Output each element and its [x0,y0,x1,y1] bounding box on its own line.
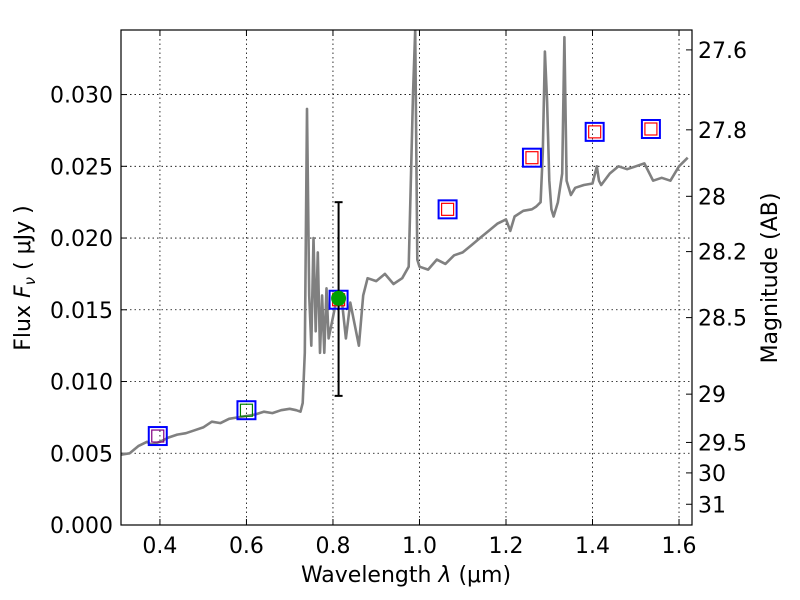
photometry-square-inner [151,429,165,443]
photometry-square [584,121,605,142]
y2-tick-label: 29 [698,383,726,408]
y2-tick-label: 28 [698,185,726,210]
y-tick-label: 0.015 [50,299,113,324]
grid-lines [121,30,692,526]
y-tick-label: 0.030 [50,84,113,109]
photometry-square-inner [440,202,455,216]
photometry-square-inner [525,151,539,165]
x-tick-label: 1.0 [402,534,437,559]
y2-tick-label: 27.6 [698,39,747,64]
photometry-square [147,426,168,447]
y-tick-label: 0.025 [50,155,113,180]
plot-frame [120,29,693,526]
y-axis-label: Flux Fν ( μJy ) [11,205,39,350]
y-tick-label: 0.010 [50,371,113,396]
photometry-square-inner [644,122,658,136]
x-tick-label: 1.6 [662,534,697,559]
photometry-square [640,119,661,139]
y2-tick-label: 31 [698,493,726,518]
x-tick-label: 1.2 [488,534,523,559]
x-axis-label: Wavelength λ (μm) [301,563,511,588]
y-axis-ticks: 0.000 0.005 0.010 0.015 0.020 0.025 0.030 [50,84,127,539]
photometry-square [437,199,458,220]
photometry-square-inner [239,403,254,417]
y2-tick-label: 29.5 [698,431,747,456]
x-tick-label: 0.6 [229,534,264,559]
y2-axis-label: Magnitude (AB) [758,193,783,364]
y2-axis-ticks: 27.6 27.8 28 28.2 28.5 29 29.5 30 31 [686,39,747,518]
y-tick-label: 0.020 [50,227,113,252]
x-tick-label: 0.4 [142,534,177,559]
x-tick-label: 1.4 [575,534,610,559]
y2-tick-label: 28.5 [698,307,747,332]
y2-tick-label: 27.8 [698,119,747,144]
x-axis-ticks: 0.4 0.6 0.8 1.0 1.2 1.4 1.6 [142,30,697,559]
photometry-square-inner [588,125,602,139]
plot-area [121,30,689,456]
measurement-point [331,290,347,306]
y-tick-label: 0.005 [50,442,113,467]
y-tick-label: 0.000 [50,514,113,539]
photometry-square [521,147,542,168]
y2-tick-label: 30 [698,462,726,487]
photometry-square [236,400,257,421]
x-tick-label: 0.8 [315,534,350,559]
y2-tick-label: 28.2 [698,241,747,266]
